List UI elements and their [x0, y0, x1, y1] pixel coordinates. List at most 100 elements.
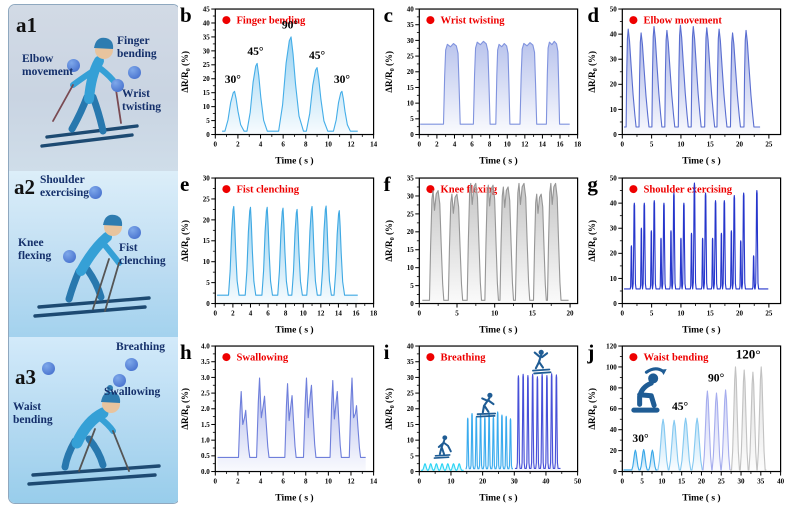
- svg-text:10: 10: [659, 478, 667, 486]
- svg-text:2: 2: [236, 141, 240, 149]
- chart-c-plot: 0 2 4 6 8 10 12 14 16 18 0 5 10 15 20 25 30 35 40 Time ( s …: [384, 5, 582, 166]
- pose-panel-a2: a2 Shoulder exercising Knee flexing Fist…: [9, 171, 179, 337]
- svg-text:25: 25: [203, 195, 211, 203]
- sensor-dot-breathing: [125, 358, 138, 371]
- legend-dot-icon: [222, 16, 231, 25]
- svg-text:3.5: 3.5: [201, 358, 210, 366]
- svg-text:20: 20: [203, 216, 211, 224]
- legend-dot-icon: [629, 353, 638, 362]
- svg-text:12: 12: [347, 478, 355, 486]
- legend-dot-icon: [426, 16, 435, 25]
- chart-cell-h: h 0 2 4 6 8 10 12 14 0.0 0.5 1.0 1.5 2.0 2.5 3.0 3.5 4.0 T…: [178, 337, 382, 506]
- bend-icon: [631, 367, 668, 413]
- svg-text:25: 25: [406, 53, 414, 61]
- svg-text:40: 40: [406, 5, 414, 13]
- sensor-dot-elbow: [67, 59, 80, 72]
- panel-label-a3: a3: [15, 365, 36, 389]
- series-area: [217, 378, 366, 472]
- svg-text:0: 0: [410, 131, 414, 139]
- svg-text:40: 40: [777, 478, 785, 486]
- svg-text:1.0: 1.0: [201, 437, 210, 445]
- svg-text:40: 40: [610, 199, 618, 207]
- series-line: [623, 449, 658, 471]
- axes: 0 2 4 6 8 10 12 14 0 5 10 15 20 25 30 35 40 45: [203, 5, 378, 148]
- svg-text:10: 10: [503, 141, 511, 149]
- svg-text:15: 15: [406, 84, 414, 92]
- label-waist-bending: Waist bending: [13, 401, 53, 426]
- chart-b-plot: 0 2 4 6 8 10 12 14 0 5 10 15 20 25 30 35 40 45 Time ( s ) Δ…: [180, 5, 378, 167]
- chart-title: Shoulder exercising: [644, 184, 733, 195]
- svg-text:10: 10: [406, 264, 414, 272]
- skier-illustration-a2: [33, 214, 151, 318]
- series-line: [421, 182, 569, 301]
- x-axis-label: Time ( s ): [275, 156, 313, 167]
- svg-text:4: 4: [452, 141, 456, 149]
- sensor-dot-knee: [63, 250, 76, 263]
- svg-text:25: 25: [766, 309, 774, 317]
- angle-annotation: 45°: [309, 49, 326, 62]
- series-line: [222, 36, 358, 132]
- axes: 0 5 10 15 20 0 5 10 15 20 25 30 35: [406, 174, 573, 317]
- svg-text:15: 15: [406, 421, 414, 429]
- svg-text:4: 4: [249, 309, 253, 317]
- label-wrist-twisting: Wrist twisting: [122, 88, 161, 113]
- axes: 0 2 4 6 8 10 12 14 0.0 0.5 1.0 1.5 2.0 2.5 3.0 3.5 4.0: [201, 343, 378, 486]
- svg-text:25: 25: [406, 210, 414, 218]
- chart-title: Waist bending: [644, 353, 710, 364]
- series-line: [702, 389, 731, 471]
- svg-text:8: 8: [304, 478, 308, 486]
- chart-title: Breathing: [440, 353, 486, 364]
- chart-title: Swallowing: [236, 353, 288, 364]
- x-axis-label: Time ( s ): [683, 493, 721, 504]
- y-axis-label: ΔR/R0 (%): [180, 220, 192, 262]
- svg-text:8: 8: [488, 141, 492, 149]
- legend-dot-icon: [426, 184, 435, 193]
- chart-d-plot: 0 5 10 15 20 25 0 10 20 30 40 50 Time ( s ) ΔR/R0 (%)…: [587, 5, 782, 167]
- legend-dot-icon: [629, 16, 638, 25]
- x-axis-label: Time ( s ): [479, 493, 517, 504]
- svg-text:4: 4: [259, 478, 263, 486]
- svg-text:50: 50: [610, 5, 618, 13]
- svg-text:40: 40: [542, 478, 550, 486]
- angle-annotation: 120°: [736, 347, 761, 362]
- svg-text:100: 100: [607, 364, 618, 372]
- svg-text:20: 20: [479, 478, 487, 486]
- chart-cell-b: b 0 2 4 6 8 10 12 14 0 5 10 15 20 25 30 35 40 45 Time ( s )…: [178, 0, 382, 169]
- svg-text:5: 5: [206, 117, 210, 125]
- label-knee-flexing: Knee flexing: [18, 237, 52, 262]
- series-line: [465, 411, 513, 470]
- svg-text:40: 40: [203, 19, 211, 27]
- y-axis-label: ΔR/R0 (%): [384, 388, 396, 430]
- sensor-dot-fist: [128, 226, 141, 239]
- svg-text:14: 14: [335, 309, 343, 317]
- angle-annotation: 30°: [225, 73, 242, 86]
- svg-text:10: 10: [325, 478, 333, 486]
- series-line: [419, 40, 570, 125]
- svg-text:5: 5: [455, 309, 459, 317]
- panel-letter-f: f: [383, 171, 391, 196]
- sensor-dot-waist: [42, 362, 55, 375]
- svg-text:30: 30: [203, 47, 211, 55]
- panel-letter-b: b: [180, 3, 192, 27]
- svg-text:20: 20: [736, 141, 744, 149]
- svg-text:30: 30: [406, 374, 414, 382]
- svg-text:30: 30: [406, 37, 414, 45]
- series-area: [217, 205, 358, 304]
- svg-text:35: 35: [203, 33, 211, 41]
- svg-text:5: 5: [650, 309, 654, 317]
- panel-letter-h: h: [180, 340, 192, 365]
- svg-text:12: 12: [317, 309, 325, 317]
- chart-h-plot: 0 2 4 6 8 10 12 14 0.0 0.5 1.0 1.5 2.0 2.5 3.0 3.5 4.0 Ti…: [180, 343, 378, 504]
- svg-text:14: 14: [370, 478, 378, 486]
- svg-text:14: 14: [539, 141, 547, 149]
- svg-text:80: 80: [610, 385, 618, 393]
- sensor-dot-swallowing: [113, 374, 126, 387]
- svg-text:10: 10: [203, 103, 211, 111]
- panel-label-a2: a2: [14, 175, 35, 199]
- svg-text:15: 15: [203, 237, 211, 245]
- svg-text:0: 0: [614, 300, 618, 308]
- svg-text:2: 2: [231, 309, 235, 317]
- svg-text:10: 10: [325, 141, 333, 149]
- legend-dot-icon: [426, 353, 435, 362]
- svg-text:10: 10: [447, 478, 455, 486]
